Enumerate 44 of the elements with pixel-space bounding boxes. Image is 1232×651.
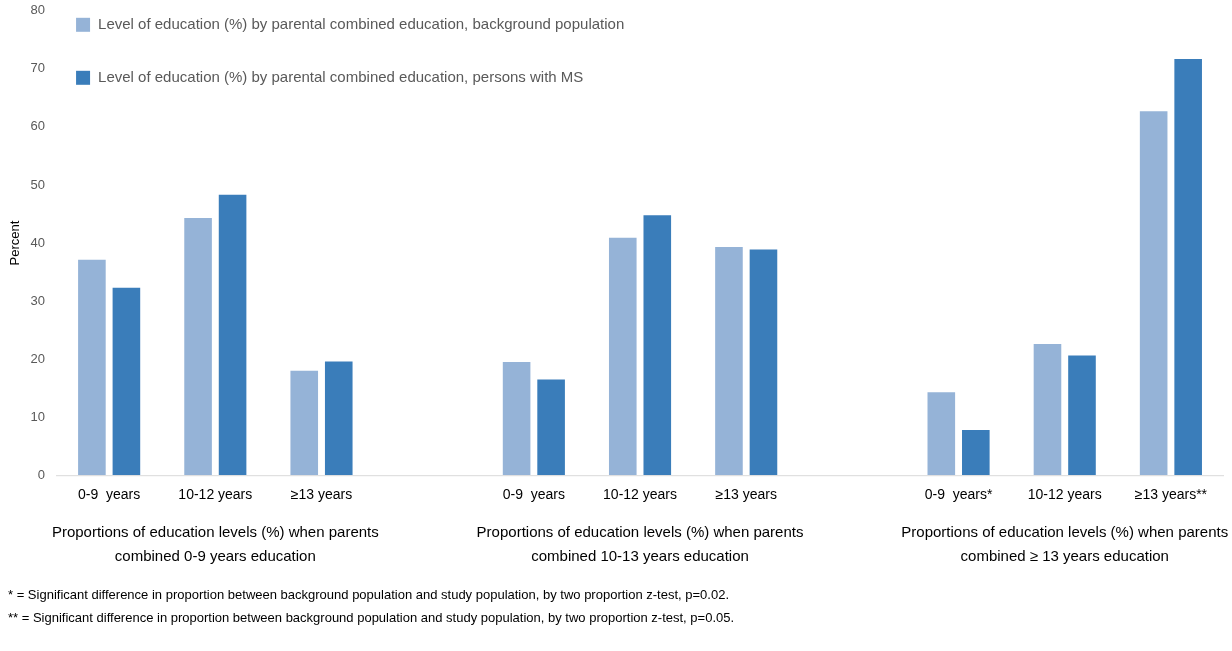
bar	[749, 249, 778, 476]
bar	[1139, 111, 1168, 476]
bar	[78, 259, 106, 476]
y-tick-label: 0	[37, 466, 46, 482]
text: Proportions of education levels (%) when parents combined 10-13 years education	[476, 523, 804, 565]
x-tick-label: 0-9 years	[502, 486, 565, 503]
y-tick-label: 20	[30, 350, 46, 366]
y-axis-title: Percent	[7, 220, 23, 266]
legend-label: Level of education (%) by parental combined education, persons with MS	[98, 67, 584, 85]
x-tick-label: 0-9 years*	[924, 486, 993, 503]
x-tick-label: 10-12 years	[603, 486, 677, 503]
y-tick-label: 70	[30, 60, 46, 76]
x-tick-label: 10-12 years	[178, 486, 253, 503]
bar	[643, 215, 672, 476]
y-tick-label: 80	[30, 2, 46, 18]
bar	[1033, 344, 1062, 476]
bar	[290, 370, 319, 476]
bar	[1174, 58, 1202, 476]
bar	[218, 194, 247, 476]
text: ** = Significant difference in proportion between background population and study population, by two proportion z-test, p=0.05.	[8, 609, 735, 625]
y-tick-label: 10	[30, 408, 46, 424]
bar	[927, 392, 956, 476]
bar	[608, 237, 637, 476]
y-tick-label: 30	[30, 292, 46, 308]
bar	[537, 379, 565, 476]
x-tick-label: ≥13 years**	[1134, 486, 1208, 503]
legend-label: Level of education (%) by parental combined education, background population	[98, 14, 625, 32]
bar	[1068, 355, 1096, 476]
y-tick-label: 60	[30, 118, 46, 134]
text: Proportions of education levels (%) when parents combined 0-9 years education	[51, 523, 379, 565]
x-tick-label: 0-9 years	[78, 486, 141, 503]
bar	[324, 361, 353, 476]
bar	[715, 247, 743, 476]
x-tick-label: ≥13 years	[290, 486, 353, 503]
bar	[184, 218, 212, 476]
x-tick-label: ≥13 years	[715, 486, 777, 503]
bar	[502, 362, 531, 476]
bar	[112, 287, 141, 476]
text: Proportions of education levels (%) when parents combined ≥ 13 years education	[901, 523, 1229, 565]
bar	[962, 429, 990, 476]
y-tick-label: 40	[30, 234, 46, 250]
y-tick-label: 50	[30, 176, 46, 192]
text: * = Significant difference in proportion between background population and study population, by two proportion z-test, p=0.02.	[8, 586, 730, 602]
x-tick-label: 10-12 years	[1027, 486, 1102, 503]
